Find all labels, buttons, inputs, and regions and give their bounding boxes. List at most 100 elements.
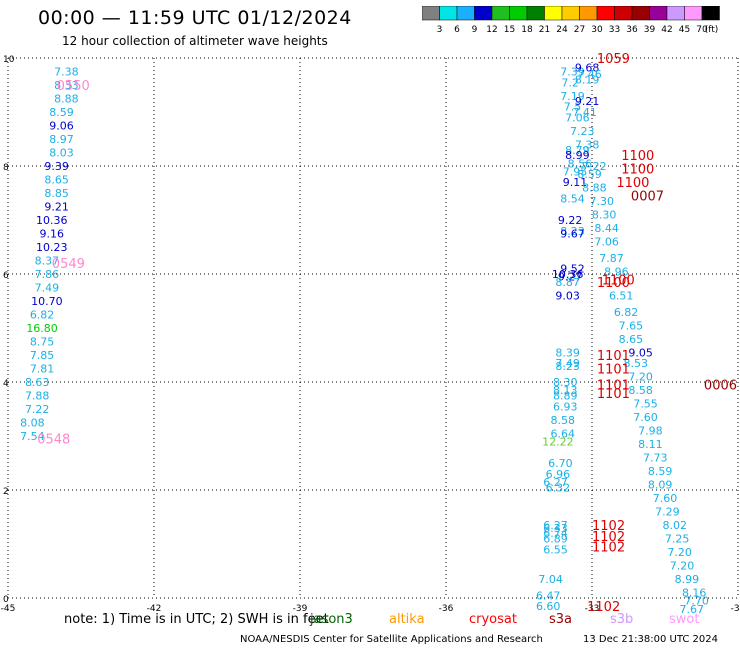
- wave-height-label: 8.79: [565, 144, 590, 157]
- wave-height-label: 8.88: [54, 93, 79, 106]
- wave-height-label: 9.16: [40, 228, 65, 241]
- wave-height-label: 9.21: [44, 201, 69, 214]
- wave-height-label: 8.19: [575, 74, 600, 87]
- wave-height-label: 6.82: [614, 306, 639, 319]
- wave-height-label: 8.23: [560, 225, 585, 238]
- time-label: 1101: [597, 349, 630, 364]
- wave-height-label: 10.36: [552, 268, 584, 281]
- wave-height-label: 8.08: [20, 417, 45, 430]
- scale-label: 6: [454, 25, 460, 35]
- wave-height-label: 7.04: [538, 573, 563, 586]
- time-label: 0007: [631, 190, 664, 205]
- time-label: 1101: [597, 379, 630, 394]
- wave-height-label: 6.93: [553, 400, 578, 413]
- wave-height-label: 9.52: [560, 263, 585, 276]
- wave-height-label: 7.60: [653, 492, 678, 505]
- time-label: 0549: [52, 257, 85, 272]
- wave-height-label: 7.88: [25, 390, 50, 403]
- wave-height-label: 8.37: [35, 255, 60, 268]
- wave-height-label: 7.49: [35, 282, 60, 295]
- y-tick-label: 10: [3, 55, 15, 65]
- wave-height-label: 7.38: [54, 66, 79, 79]
- wave-height-label: 8.11: [638, 438, 663, 451]
- y-tick-label: 8: [3, 163, 9, 173]
- wave-height-label: 6.70: [548, 457, 573, 470]
- scale-label: 24: [556, 25, 568, 35]
- time-label: 0006: [704, 379, 737, 394]
- wave-height-label: 8.39: [555, 346, 580, 359]
- time-label: 1101: [597, 387, 630, 402]
- time-label: 1100: [621, 163, 654, 178]
- wave-height-label: 7.30: [589, 195, 614, 208]
- wave-height-label: 6.64: [551, 427, 576, 440]
- satellite-legend-item: altika: [389, 612, 425, 627]
- wave-height-label: 7.19: [560, 90, 585, 103]
- wave-height-label: 7.2: [561, 76, 579, 89]
- page-title: 00:00 — 11:59 UTC 01/12/2024: [38, 7, 352, 29]
- wave-height-label: 8.30: [592, 209, 617, 222]
- y-tick-label: 2: [3, 487, 9, 497]
- wave-height-label: 7.95: [563, 165, 588, 178]
- scale-label: 45: [679, 25, 690, 35]
- wave-height-label: 9.67: [560, 228, 585, 241]
- wave-height-label: 7.38: [575, 138, 600, 151]
- wave-height-label: 6.82: [30, 309, 55, 322]
- y-tick-label: 6: [3, 271, 9, 281]
- wave-height-label: 8.99: [675, 573, 700, 586]
- wave-height-label: 8.09: [648, 479, 673, 492]
- wave-height-label: 8.65: [619, 333, 644, 346]
- time-label: 1102: [587, 600, 620, 615]
- wave-height-label: 6.96: [546, 468, 571, 481]
- wave-height-label: 6.51: [609, 290, 634, 303]
- wave-height-label: 7.25: [665, 533, 690, 546]
- footer-timestamp: 13 Dec 21:38:00 UTC 2024: [583, 634, 718, 645]
- wave-height-label: 9.11: [563, 176, 588, 189]
- wave-height-label: 8.13: [553, 384, 578, 397]
- wave-height-label: 9.21: [575, 95, 600, 108]
- wave-height-label: 16.80: [26, 322, 58, 335]
- scale-label: 70: [696, 25, 708, 35]
- satellite-legend-item: cryosat: [469, 612, 517, 627]
- wave-height-label: 9.03: [555, 290, 580, 303]
- wave-height-label: 8.02: [662, 519, 687, 532]
- wave-height-label: 8.89: [553, 390, 578, 403]
- y-tick-label: 0: [3, 595, 9, 605]
- scale-units: (ft): [705, 25, 719, 35]
- x-tick-label: -33: [585, 604, 600, 614]
- page-subtitle: 12 hour collection of altimeter wave hei…: [62, 34, 328, 48]
- wave-height-label: 7.22: [25, 403, 50, 416]
- wave-height-label: 8.99: [565, 149, 590, 162]
- wave-height-label: 6.60: [536, 600, 561, 613]
- scale-label: 21: [539, 25, 550, 35]
- wave-height-label: 8.63: [25, 376, 50, 389]
- wave-height-label: 7.5: [564, 101, 582, 114]
- wave-height-label: 9.68: [575, 62, 600, 75]
- wave-height-label: 6.74: [543, 527, 568, 540]
- wave-height-label: 8.53: [624, 357, 649, 370]
- wave-height-label: 7.70: [684, 595, 709, 608]
- scale-swatch: [701, 6, 720, 21]
- wave-height-label: 9.22: [558, 214, 583, 227]
- wave-height-label: 12.22: [542, 435, 574, 448]
- wave-height-label: 7.60: [633, 411, 658, 424]
- footer-credit: NOAA/NESDIS Center for Satellite Applica…: [240, 634, 543, 645]
- wave-height-label: 6.27: [543, 476, 568, 489]
- wave-height-label: 7.98: [638, 425, 663, 438]
- scale-label: 3: [437, 25, 443, 35]
- satellite-legend-item: jason3: [310, 612, 353, 627]
- wave-height-label: 7.20: [628, 371, 653, 384]
- time-label: 0548: [37, 433, 70, 448]
- wave-height-label: 9.27: [558, 271, 583, 284]
- wave-height-label: 8.03: [49, 147, 74, 160]
- wave-height-label: 7.54: [20, 430, 45, 443]
- scale-label: 42: [661, 25, 672, 35]
- scale-label: 15: [504, 25, 515, 35]
- wave-height-label: 6.89: [543, 533, 568, 546]
- time-label: 1102: [592, 530, 625, 545]
- wave-height-label: 9.39: [44, 160, 69, 173]
- x-tick-label: -39: [293, 604, 308, 614]
- time-label: 1100: [597, 276, 630, 291]
- wave-height-label: 8.88: [582, 182, 607, 195]
- wave-height-label: 8.59: [577, 168, 602, 181]
